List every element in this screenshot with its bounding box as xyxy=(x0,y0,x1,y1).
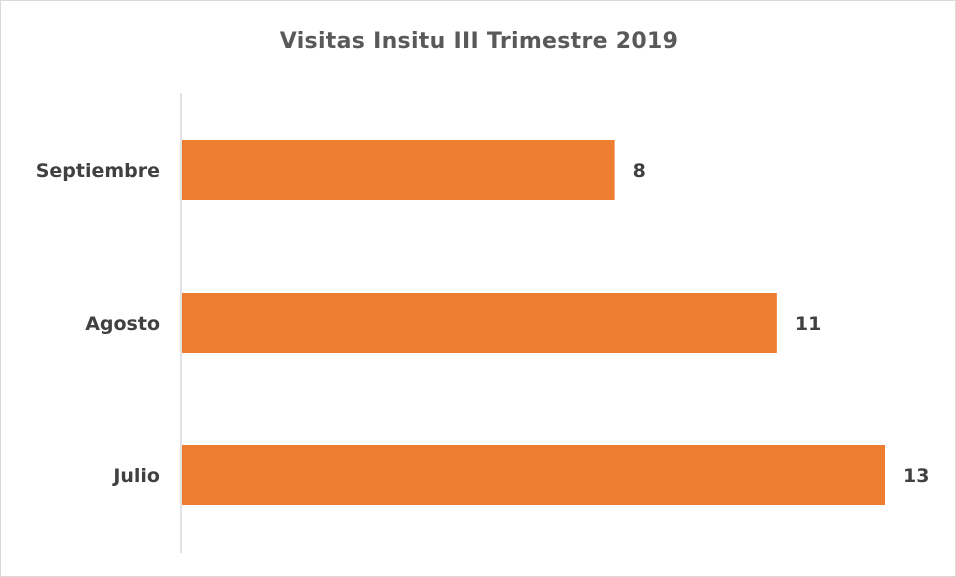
data-label-julio: 13 xyxy=(903,465,929,487)
bar-septiembre xyxy=(182,140,615,200)
category-label-septiembre: Septiembre xyxy=(36,160,160,182)
bar-julio xyxy=(182,445,885,505)
bar-agosto xyxy=(182,293,777,353)
bars-group: Julio 13 Agosto 11 Septiembre 8 xyxy=(36,140,929,505)
category-label-agosto: Agosto xyxy=(85,313,160,335)
data-label-agosto: 11 xyxy=(795,313,821,335)
chart-title: Visitas Insitu III Trimestre 2019 xyxy=(279,29,679,54)
data-label-septiembre: 8 xyxy=(633,160,646,182)
category-label-julio: Julio xyxy=(111,465,160,487)
